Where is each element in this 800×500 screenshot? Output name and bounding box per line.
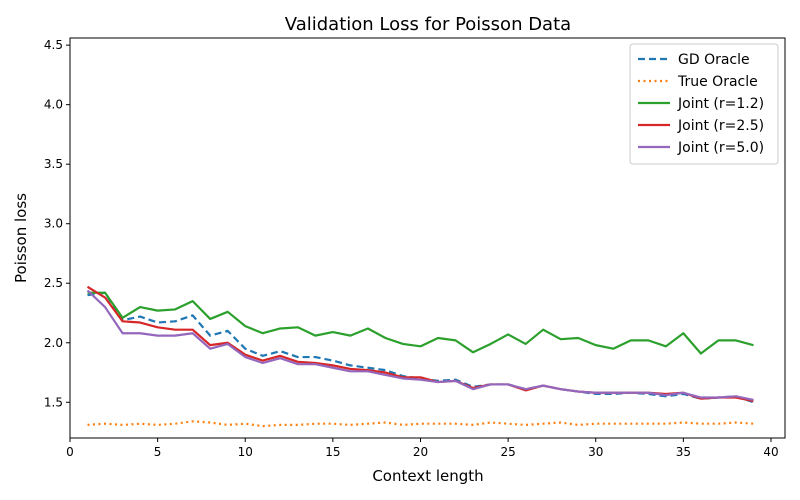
legend-label: Joint (r=1.2) — [677, 96, 764, 112]
x-tick-label: 10 — [238, 445, 253, 459]
x-tick-label: 25 — [500, 445, 515, 459]
legend-label: GD Oracle — [678, 52, 750, 68]
y-axis-label: Poisson loss — [12, 193, 30, 283]
series-layer — [86, 285, 754, 428]
legend-label: Joint (r=5.0) — [677, 140, 764, 156]
x-tick-label: 20 — [413, 445, 428, 459]
x-tick-label: 5 — [154, 445, 162, 459]
y-tick-label: 2.0 — [44, 336, 63, 350]
x-tick-label: 0 — [66, 445, 74, 459]
legend: GD Oracle True Oracle Joint (r=1.2) Joint (… — [629, 43, 779, 165]
y-tick-label: 4.5 — [44, 38, 63, 52]
plot-frame — [69, 37, 786, 439]
chart-title: Validation Loss for Poisson Data — [285, 14, 571, 35]
legend-box — [629, 43, 779, 165]
y-tick-label: 4.0 — [44, 98, 63, 112]
x-tick-label: 35 — [676, 445, 691, 459]
series-line-joint-r-5-0 — [86, 289, 754, 401]
x-tick-label: 30 — [588, 445, 603, 459]
x-tick-label: 15 — [325, 445, 340, 459]
series-line-joint-r-1-2 — [87, 291, 754, 355]
x-axis-label: Context length — [372, 467, 483, 485]
series-line-true-oracle — [87, 420, 754, 428]
y-tick-label: 3.0 — [44, 217, 63, 231]
x-axis: 0 5 10 15 20 25 30 35 40 — [66, 438, 779, 459]
y-tick-label: 2.5 — [44, 276, 63, 290]
legend-label: True Oracle — [677, 74, 758, 90]
x-tick-label: 40 — [763, 445, 778, 459]
legend-label: Joint (r=2.5) — [677, 118, 764, 134]
y-tick-label: 3.5 — [44, 157, 63, 171]
y-axis: 1.5 2.0 2.5 3.0 3.5 4.0 4.5 — [44, 38, 70, 409]
y-tick-label: 1.5 — [44, 395, 63, 409]
